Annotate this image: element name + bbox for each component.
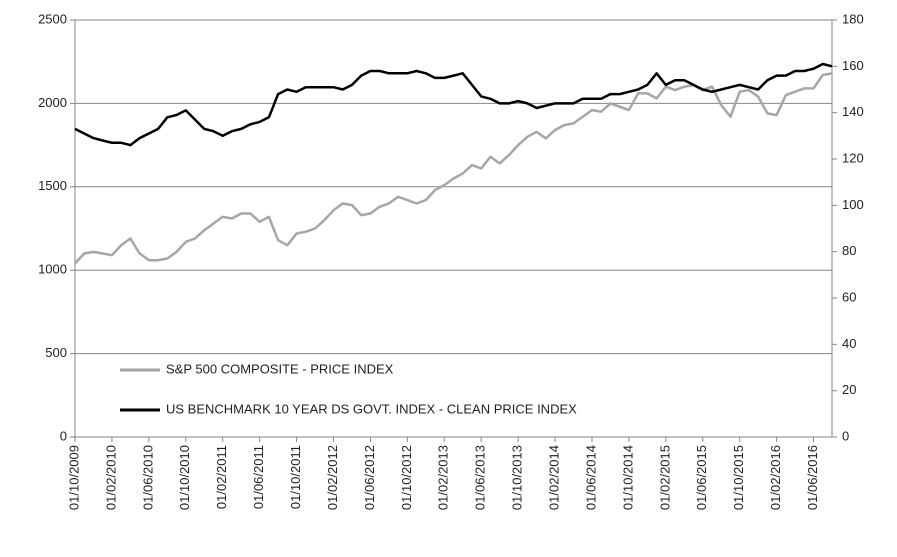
y2-tick-label: 160: [842, 58, 864, 73]
y2-tick-label: 40: [842, 336, 856, 351]
y2-tick-label: 20: [842, 382, 856, 397]
x-tick-label: 01/02/2015: [657, 445, 672, 510]
y2-tick-label: 120: [842, 150, 864, 165]
y-tick-label: 2500: [38, 11, 67, 26]
y2-tick-label: 80: [842, 243, 856, 258]
x-tick-label: 01/06/2011: [251, 445, 266, 509]
x-tick-label: 01/10/2011: [288, 445, 303, 509]
x-tick-label: 01/06/2016: [805, 445, 820, 510]
y-tick-label: 1500: [38, 178, 67, 193]
x-tick-label: 01/10/2015: [731, 445, 746, 510]
legend-label: US BENCHMARK 10 YEAR DS GOVT. INDEX - CL…: [166, 401, 577, 416]
y-tick-label: 500: [45, 345, 67, 360]
x-tick-label: 01/02/2014: [546, 445, 561, 510]
series-line: [74, 62, 833, 147]
x-tick-label: 01/10/2009: [66, 445, 81, 510]
x-tick-label: 01/10/2010: [177, 445, 192, 510]
y-tick-label: 1000: [38, 262, 67, 277]
series-line: [74, 72, 833, 265]
y2-tick-label: 100: [842, 197, 864, 212]
x-tick-label: 01/06/2015: [694, 445, 709, 510]
y2-tick-label: 140: [842, 104, 864, 119]
x-tick-label: 01/02/2010: [103, 445, 118, 510]
y2-tick-label: 0: [842, 428, 849, 443]
legend-label: S&P 500 COMPOSITE - PRICE INDEX: [166, 361, 394, 376]
y2-tick-label: 180: [842, 11, 864, 26]
y-tick-label: 0: [60, 428, 67, 443]
y-tick-label: 2000: [38, 95, 67, 110]
x-tick-label: 01/06/2014: [583, 445, 598, 510]
x-tick-label: 01/10/2012: [399, 445, 414, 510]
x-tick-label: 01/02/2013: [436, 445, 451, 510]
x-tick-label: 01/02/2012: [325, 445, 340, 510]
x-tick-label: 01/06/2012: [362, 445, 377, 510]
x-tick-label: 01/06/2010: [140, 445, 155, 510]
x-tick-label: 01/06/2013: [473, 445, 488, 510]
y2-tick-label: 60: [842, 289, 856, 304]
x-tick-label: 01/10/2014: [620, 445, 635, 510]
x-tick-label: 01/02/2011: [214, 445, 229, 509]
x-tick-label: 01/10/2013: [510, 445, 525, 510]
x-tick-label: 01/02/2016: [768, 445, 783, 510]
